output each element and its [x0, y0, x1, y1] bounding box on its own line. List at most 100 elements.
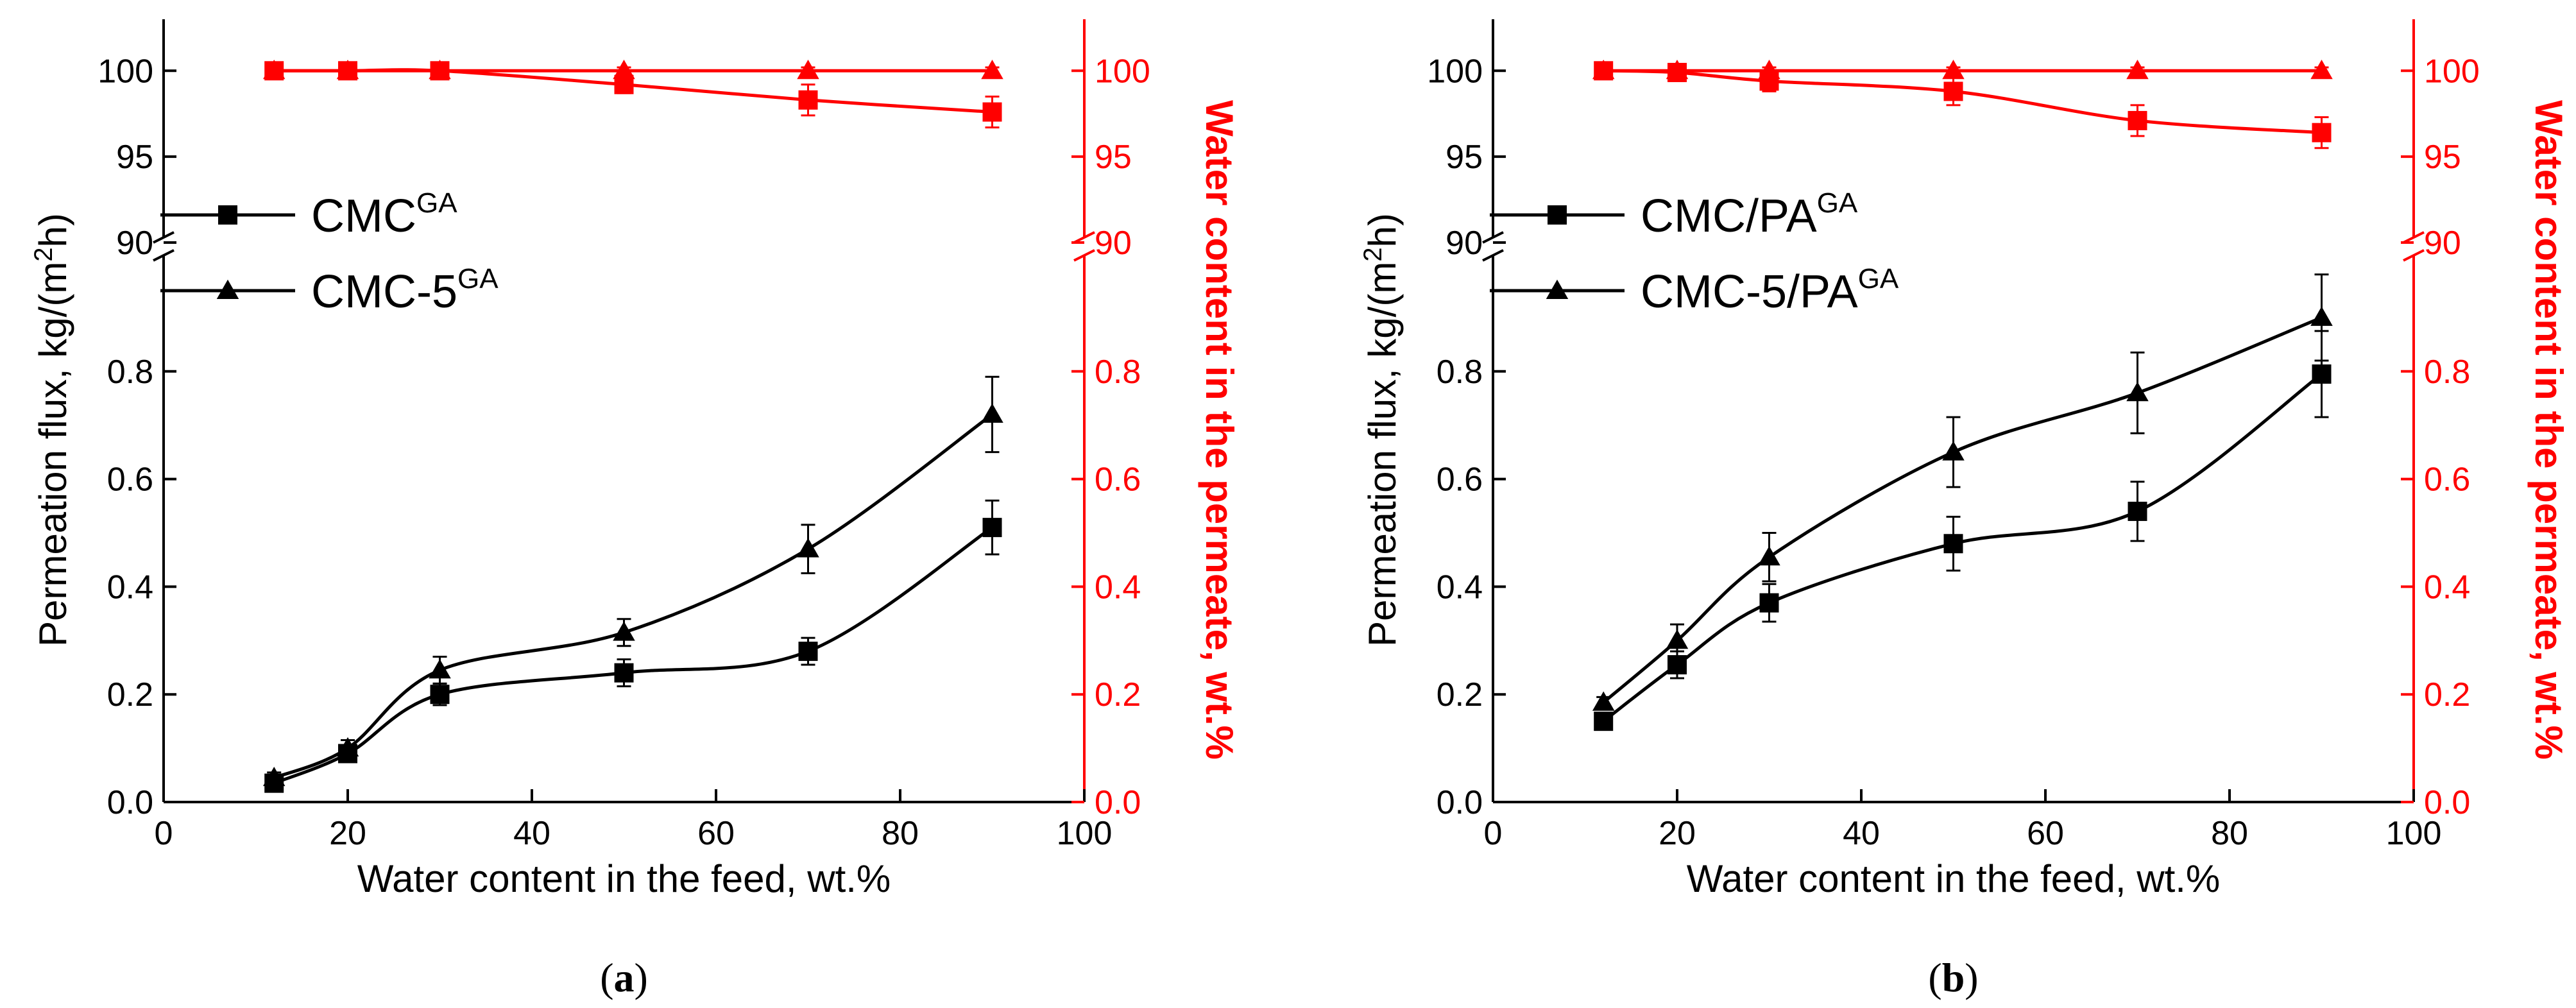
left-axis-break-mark-bottom: [153, 249, 175, 262]
legend-label-superscript: GA: [457, 263, 499, 295]
flux-point-square: [1759, 593, 1779, 613]
right-y-tick-label: 0.6: [2424, 461, 2470, 499]
y-axis-title-tail: h): [1361, 213, 1404, 247]
x-tick-label: 20: [329, 815, 366, 852]
y-axis-title-superscript: 2: [30, 247, 58, 261]
left-y-upper-tick-label: 100: [98, 53, 153, 90]
flux-point-square: [1943, 534, 1963, 554]
right-axis-break-mark-bottom: [2403, 249, 2425, 262]
left-y-tick-label: 0.2: [107, 676, 153, 713]
permeate-point-square: [614, 74, 634, 94]
permeate-point-square: [2312, 123, 2332, 142]
right-y-tick-label: 0.2: [2424, 676, 2470, 713]
permeate-point-triangle: [797, 60, 819, 80]
legend-label-superscript: GA: [1817, 187, 1858, 219]
y-axis-title-tail: h): [31, 213, 74, 247]
legend-label-superscript: GA: [1858, 263, 1899, 295]
permeate-point-square: [430, 61, 450, 81]
y2-axis-title: Water content in the permeate, wt.%: [2527, 100, 2570, 760]
legend-marker-triangle: [1546, 279, 1569, 299]
x-axis-title: Water content in the feed, wt.%: [357, 857, 891, 900]
flux-series-line-0: [273, 526, 993, 785]
flux-point-triangle: [613, 621, 635, 641]
y-axis-title: Permeation flux, kg/(m2h): [1359, 213, 1404, 647]
x-axis-title: Water content in the feed, wt.%: [1687, 857, 2221, 900]
panel-label: (b): [1928, 955, 1978, 1000]
right-y-tick-label: 0.2: [1095, 676, 1141, 713]
flux-point-square: [798, 642, 818, 662]
x-tick-label: 40: [1843, 815, 1880, 852]
y-axis-title-main: Permeation flux, kg/(m: [31, 262, 74, 647]
x-tick-label: 100: [1057, 815, 1113, 852]
left-axis-break-mark-top: [153, 231, 175, 244]
x-tick-label: 80: [2211, 815, 2248, 852]
permeate-point-square: [338, 61, 357, 81]
left-axis-break-mark-top: [1482, 231, 1504, 244]
flux-point-triangle: [336, 737, 359, 757]
permeate-point-square: [1943, 81, 1963, 101]
x-tick-label: 80: [882, 815, 919, 852]
permeate-point-triangle: [2310, 60, 2333, 80]
flux-point-square: [2128, 501, 2147, 521]
flux-point-triangle: [1666, 629, 1689, 649]
right-y-upper-tick-label: 95: [1095, 139, 1132, 176]
left-y-tick-label: 0.8: [1437, 354, 1483, 391]
permeate-point-square: [982, 102, 1002, 122]
panel-label-open: (: [1928, 955, 1941, 1000]
right-y-tick-label: 0.4: [2424, 568, 2470, 606]
left-y-tick-label: 0.6: [1437, 461, 1483, 499]
panel-label-close: ): [1965, 955, 1978, 1000]
legend-label: CMCGA: [311, 187, 457, 242]
permeate-series-line-1: [1603, 69, 2322, 135]
left-y-tick-label: 0.4: [1437, 568, 1483, 606]
y-axis-title: Permeation flux, kg/(m2h): [30, 213, 74, 647]
panel-label-close: ): [635, 955, 648, 1000]
permeate-point-triangle: [981, 60, 1003, 80]
left-y-tick-label: 0.4: [107, 568, 153, 606]
legend-label-name: CMC-5: [311, 266, 457, 318]
legend-marker-square: [1548, 205, 1567, 225]
y-axis-title-superscript: 2: [1359, 247, 1387, 261]
left-y-tick-label: 0.2: [1437, 676, 1483, 713]
flux-series-line-1: [1602, 316, 2323, 704]
flux-series-line-1: [273, 413, 993, 780]
panel-label-open: (: [600, 955, 613, 1000]
x-tick-label: 20: [1659, 815, 1696, 852]
flux-point-triangle: [981, 403, 1003, 423]
x-tick-label: 60: [697, 815, 735, 852]
flux-point-triangle: [797, 538, 819, 558]
x-tick-label: 0: [155, 815, 173, 852]
permeate-point-square: [1594, 61, 1614, 81]
legend-marker-square: [218, 205, 237, 225]
permeate-point-square: [264, 61, 284, 81]
right-axis-break-mark-top: [1073, 231, 1095, 244]
right-y-tick-label: 0.0: [2424, 784, 2470, 821]
flux-point-triangle: [1758, 546, 1780, 566]
flux-point-square: [1594, 712, 1614, 731]
right-y-upper-tick-label: 100: [2424, 53, 2480, 90]
left-y-tick-label: 0.6: [107, 461, 153, 499]
right-axis-break-mark-top: [2403, 231, 2425, 244]
left-y-tick-label: 0.8: [107, 354, 153, 391]
left-y-tick-label: 0.0: [1437, 784, 1483, 821]
left-y-upper-tick-label: 100: [1427, 53, 1483, 90]
left-y-upper-tick-label: 95: [1446, 139, 1483, 176]
right-y-tick-label: 0.6: [1095, 461, 1141, 499]
legend-label-name: CMC: [311, 191, 416, 242]
right-y-upper-tick-label: 90: [2424, 225, 2461, 262]
left-y-upper-tick-label: 90: [116, 225, 153, 262]
right-y-upper-tick-label: 95: [2424, 139, 2461, 176]
flux-point-square: [430, 685, 450, 705]
flux-point-triangle: [429, 659, 451, 679]
left-y-upper-tick-label: 90: [1446, 225, 1483, 262]
right-y-upper-tick-label: 90: [1095, 225, 1132, 262]
y2-axis-title: Water content in the permeate, wt.%: [1198, 100, 1241, 760]
permeate-point-square: [798, 90, 818, 110]
right-y-tick-label: 0.4: [1095, 568, 1141, 606]
panel-label-letter: a: [614, 955, 635, 1000]
panel-label-letter: b: [1942, 955, 1965, 1000]
right-axis-break-mark-bottom: [1073, 249, 1095, 262]
y-axis-title-main: Permeation flux, kg/(m: [1361, 262, 1404, 647]
legend-label-superscript: GA: [416, 187, 457, 219]
